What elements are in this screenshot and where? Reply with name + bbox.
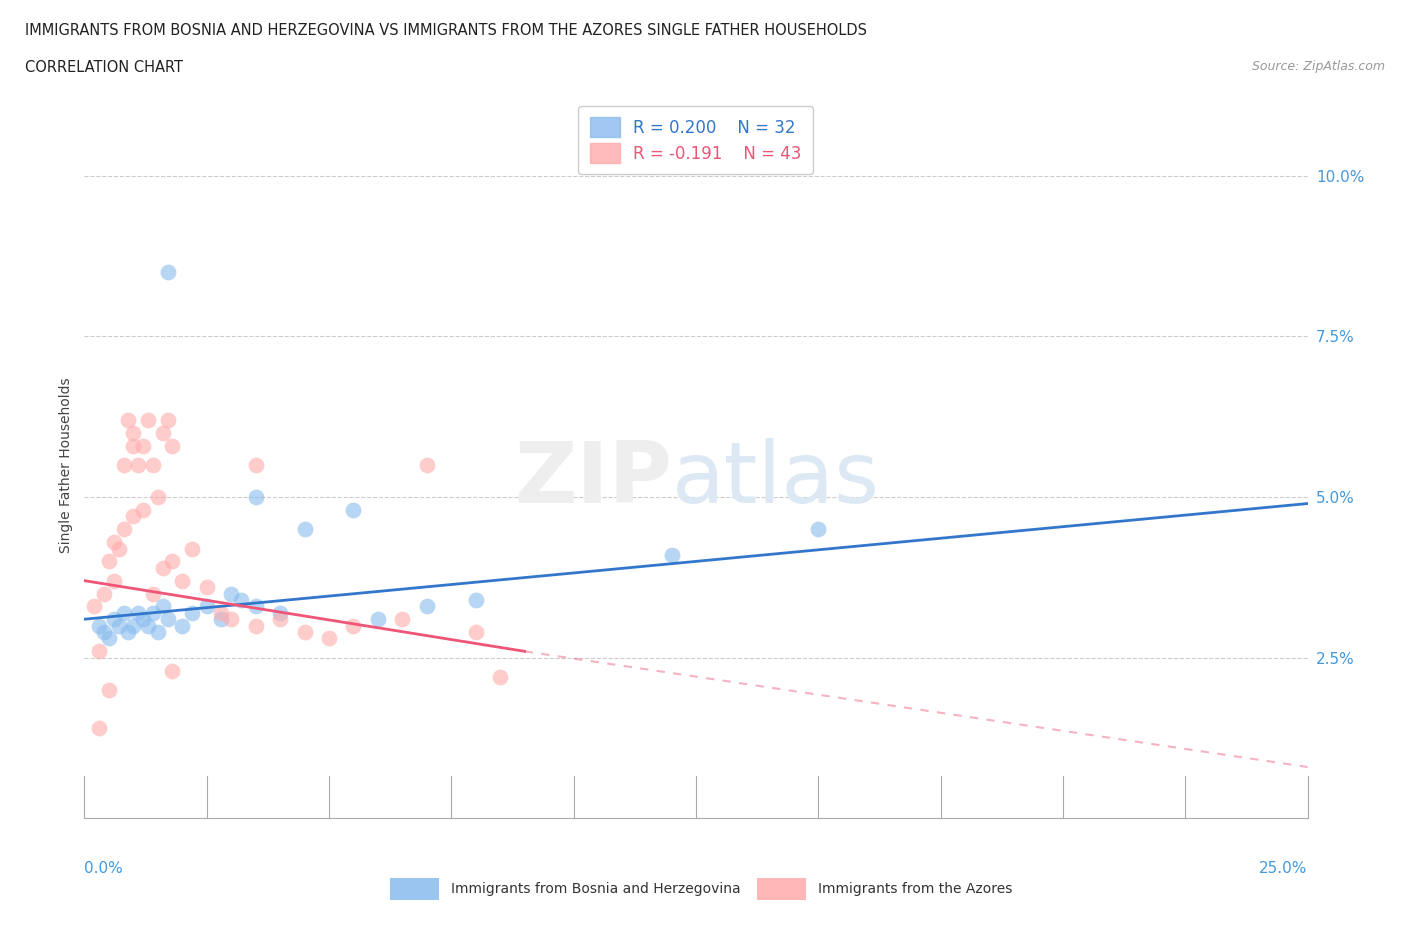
- Point: [127, 605, 149, 620]
- Point: [132, 612, 155, 627]
- Point: [152, 425, 174, 440]
- Point: [112, 522, 135, 537]
- Point: [142, 605, 165, 620]
- Point: [97, 631, 120, 646]
- Point: [219, 612, 242, 627]
- Point: [416, 599, 439, 614]
- Point: [122, 438, 145, 453]
- Point: [136, 413, 159, 428]
- Text: 25.0%: 25.0%: [1260, 861, 1308, 876]
- Point: [117, 413, 139, 428]
- Point: [97, 683, 120, 698]
- Point: [87, 721, 110, 736]
- Point: [122, 509, 145, 524]
- Point: [181, 541, 204, 556]
- Point: [229, 592, 252, 607]
- Point: [83, 599, 105, 614]
- Text: CORRELATION CHART: CORRELATION CHART: [25, 60, 183, 75]
- Point: [162, 663, 184, 678]
- Point: [122, 618, 145, 633]
- Point: [209, 612, 232, 627]
- Point: [269, 605, 291, 620]
- Point: [152, 561, 174, 576]
- Point: [342, 502, 364, 517]
- Point: [146, 490, 169, 505]
- Point: [245, 618, 267, 633]
- Point: [318, 631, 340, 646]
- Point: [152, 599, 174, 614]
- Point: [103, 612, 125, 627]
- Text: 0.0%: 0.0%: [84, 861, 124, 876]
- Point: [661, 548, 683, 563]
- Point: [342, 618, 364, 633]
- Point: [132, 502, 155, 517]
- Legend: R = 0.200    N = 32, R = -0.191    N = 43: R = 0.200 N = 32, R = -0.191 N = 43: [578, 106, 814, 174]
- FancyBboxPatch shape: [391, 879, 439, 899]
- Point: [112, 605, 135, 620]
- Point: [97, 554, 120, 569]
- Point: [156, 413, 179, 428]
- Point: [294, 522, 316, 537]
- Point: [136, 618, 159, 633]
- Point: [93, 625, 115, 640]
- Point: [103, 573, 125, 588]
- Point: [93, 586, 115, 601]
- Point: [209, 605, 232, 620]
- Point: [162, 438, 184, 453]
- Point: [87, 618, 110, 633]
- Point: [156, 265, 179, 280]
- Point: [416, 458, 439, 472]
- Point: [87, 644, 110, 658]
- Text: Immigrants from Bosnia and Herzegovina: Immigrants from Bosnia and Herzegovina: [451, 882, 741, 897]
- Point: [117, 625, 139, 640]
- Point: [142, 458, 165, 472]
- Text: atlas: atlas: [672, 438, 880, 521]
- Point: [146, 625, 169, 640]
- Text: Source: ZipAtlas.com: Source: ZipAtlas.com: [1251, 60, 1385, 73]
- Point: [103, 535, 125, 550]
- Point: [245, 490, 267, 505]
- Point: [294, 625, 316, 640]
- Point: [489, 670, 512, 684]
- Point: [127, 458, 149, 472]
- Point: [122, 425, 145, 440]
- Point: [391, 612, 413, 627]
- Point: [132, 438, 155, 453]
- Point: [367, 612, 389, 627]
- Point: [464, 592, 486, 607]
- Point: [112, 458, 135, 472]
- Point: [195, 599, 218, 614]
- Text: ZIP: ZIP: [513, 438, 672, 521]
- Text: IMMIGRANTS FROM BOSNIA AND HERZEGOVINA VS IMMIGRANTS FROM THE AZORES SINGLE FATH: IMMIGRANTS FROM BOSNIA AND HERZEGOVINA V…: [25, 23, 868, 38]
- Point: [172, 573, 194, 588]
- Point: [464, 625, 486, 640]
- Point: [195, 579, 218, 594]
- Point: [181, 605, 204, 620]
- Point: [245, 599, 267, 614]
- Point: [172, 618, 194, 633]
- Point: [162, 554, 184, 569]
- Point: [269, 612, 291, 627]
- Point: [107, 618, 129, 633]
- Point: [107, 541, 129, 556]
- Point: [807, 522, 830, 537]
- Point: [156, 612, 179, 627]
- FancyBboxPatch shape: [758, 879, 806, 899]
- Point: [245, 458, 267, 472]
- Point: [142, 586, 165, 601]
- Text: Immigrants from the Azores: Immigrants from the Azores: [818, 882, 1012, 897]
- Point: [219, 586, 242, 601]
- Y-axis label: Single Father Households: Single Father Households: [59, 378, 73, 552]
